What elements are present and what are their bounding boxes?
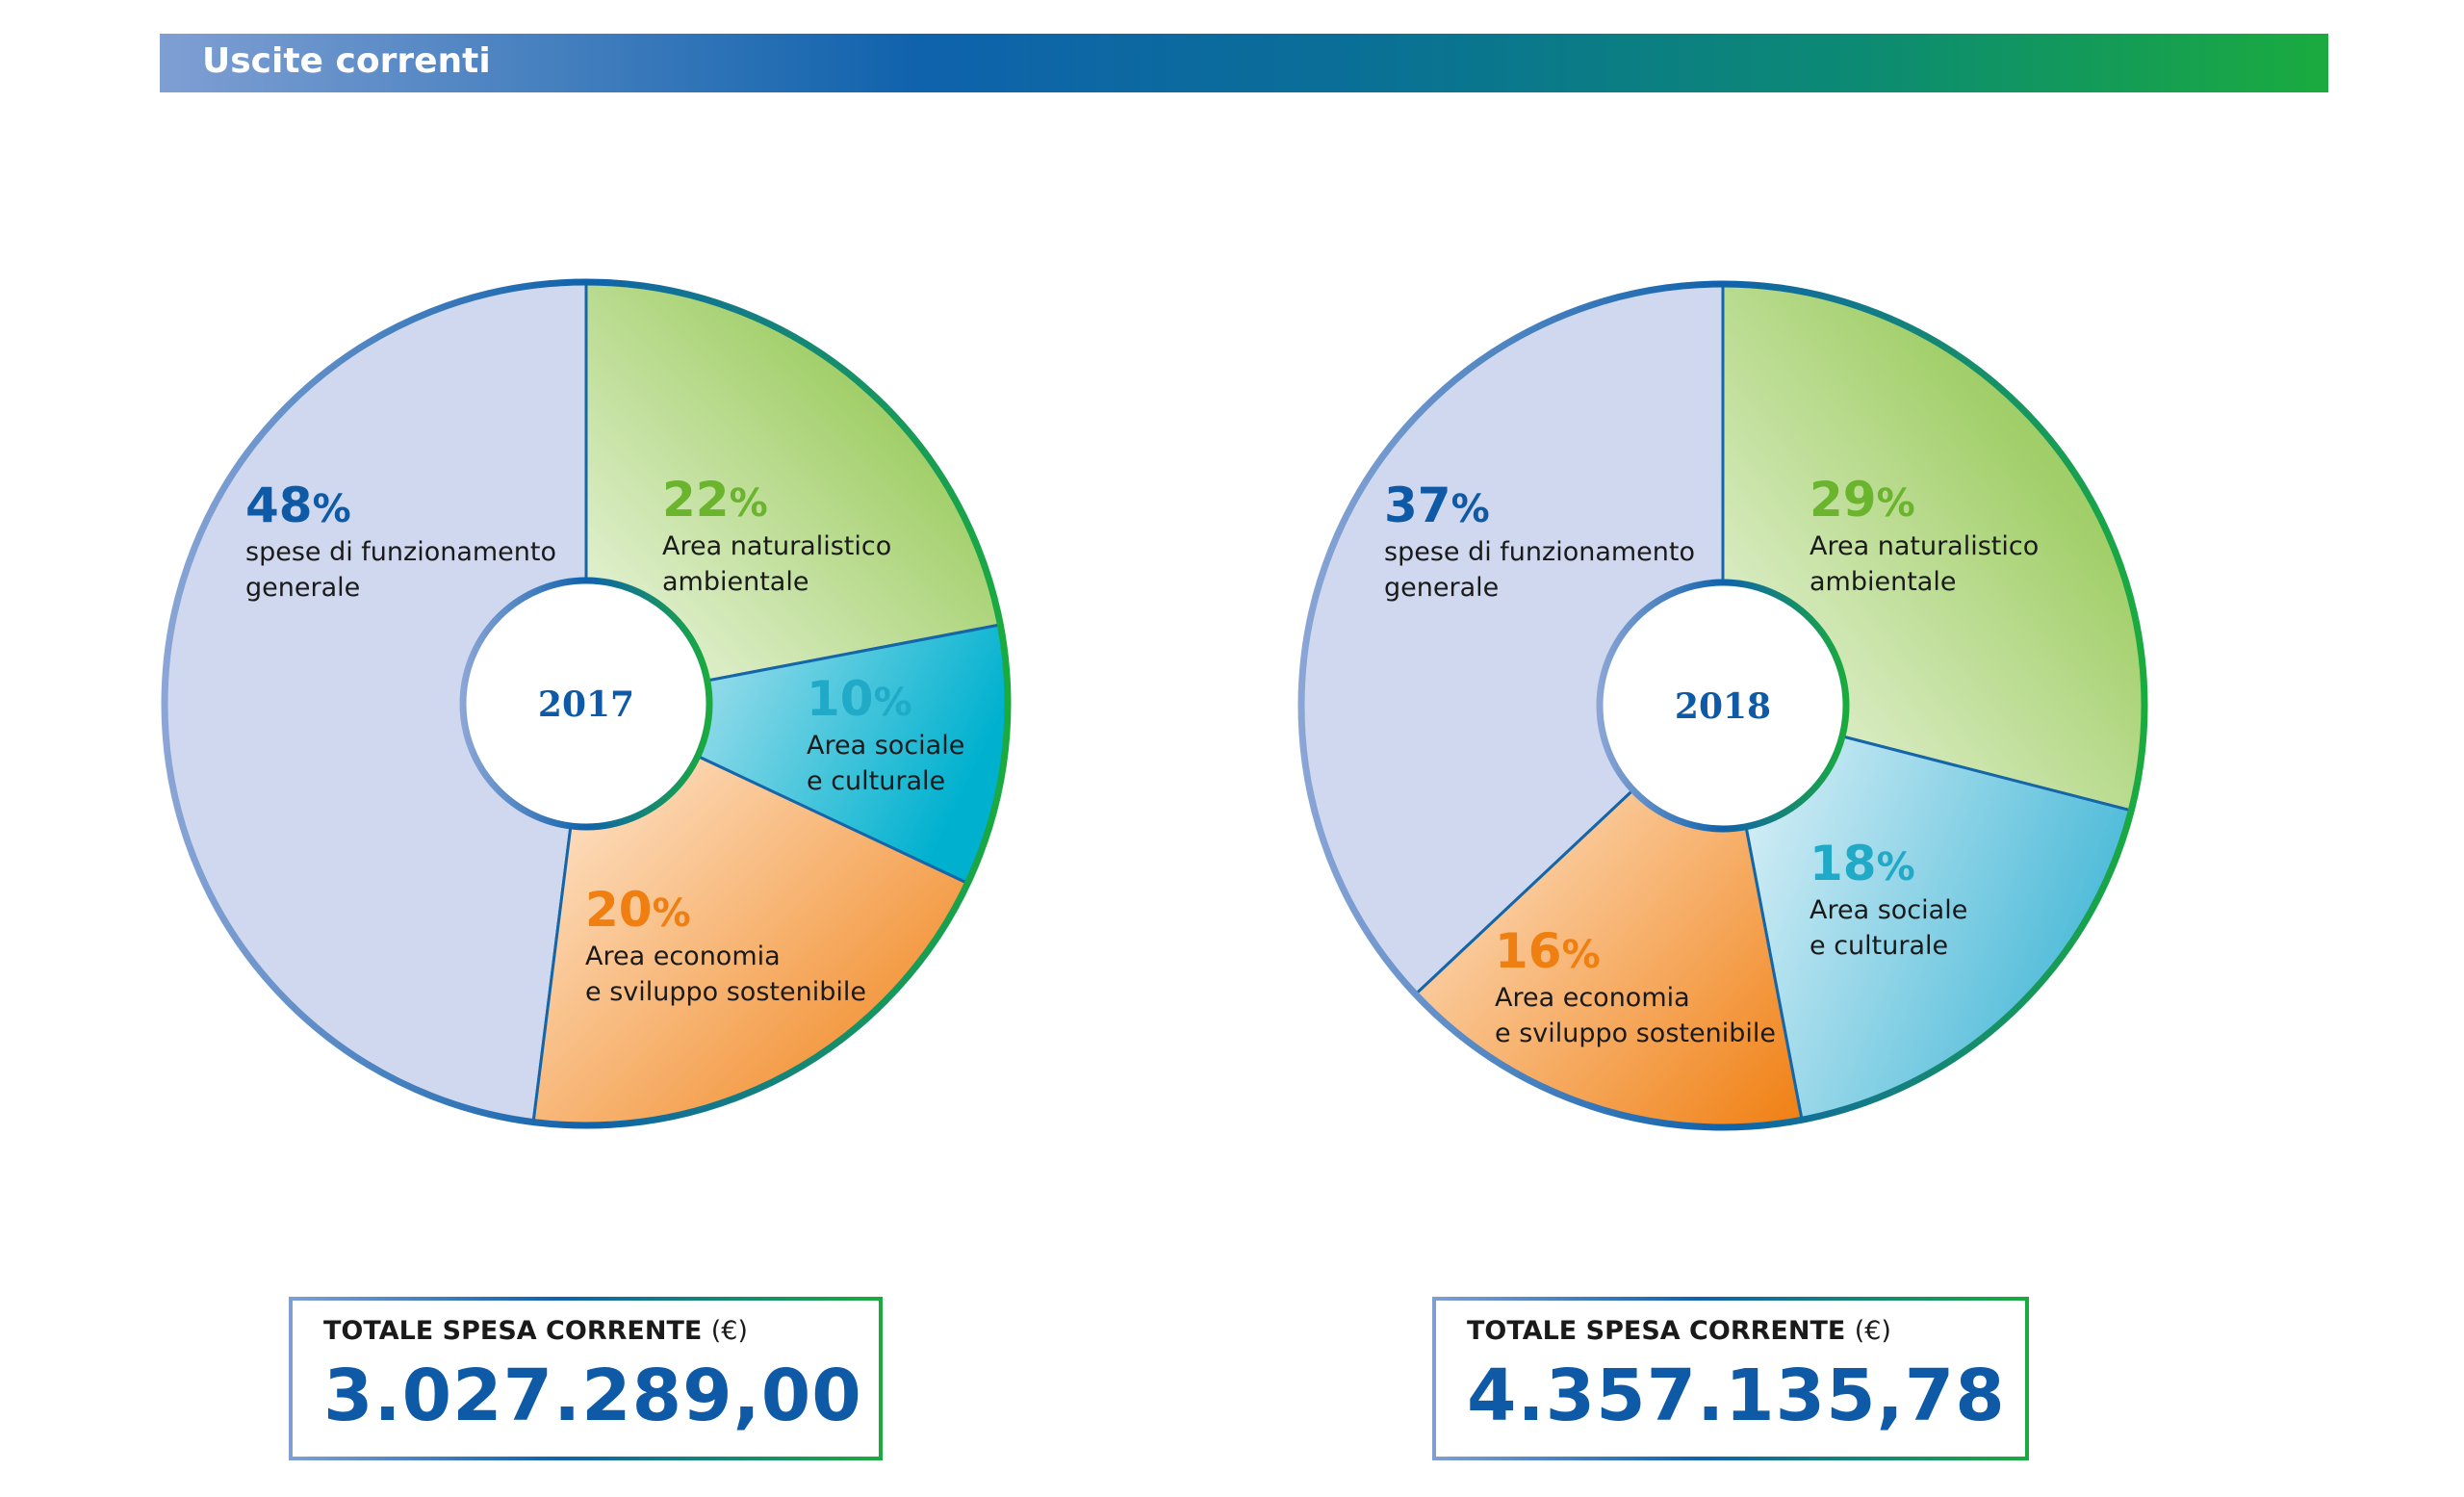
- slice-percent-label: 10%: [807, 671, 912, 727]
- total-box-2018: TOTALE SPESA CORRENTE (€) 4.357.135,78: [1432, 1297, 2029, 1460]
- slice-category-label: Area naturalistico: [1810, 531, 2039, 561]
- slice-percent-label: 20%: [585, 882, 691, 938]
- total-label: TOTALE SPESA CORRENTE (€): [323, 1316, 748, 1346]
- slice-percent-label: 22%: [662, 472, 768, 528]
- slice-category-label: Area naturalistico: [662, 531, 891, 561]
- slice-category-label: generale: [245, 573, 360, 603]
- header-title: Uscite correnti: [202, 41, 491, 81]
- slice-category-label: Area economia: [585, 942, 781, 971]
- slice-percent-label: 16%: [1495, 923, 1601, 979]
- total-label: TOTALE SPESA CORRENTE (€): [1467, 1316, 1891, 1346]
- pie-center-hole: [459, 577, 713, 831]
- slice-percent-label: 37%: [1384, 477, 1490, 533]
- slice-category-label: ambientale: [1810, 567, 1956, 597]
- slice-category-label: spese di funzionamento: [1384, 537, 1695, 567]
- pie-2017: 2017 48% spese di funzionamento generale 22%…: [161, 278, 1012, 1129]
- slice-category-label: ambientale: [662, 567, 808, 597]
- slice-category-label: spese di funzionamento: [245, 537, 556, 567]
- slice-category-label: Area sociale: [1810, 895, 1967, 925]
- pie-center-label: 2018: [1675, 686, 1771, 727]
- slice-category-label: generale: [1384, 573, 1499, 603]
- total-value: 3.027.289,00: [323, 1355, 862, 1437]
- pie-center-label: 2017: [538, 684, 634, 725]
- header-bar: Uscite correnti: [160, 34, 2328, 92]
- pie-center-hole: [1596, 579, 1850, 833]
- slice-category-label: e sviluppo sostenibile: [1495, 1019, 1776, 1048]
- slice-category-label: e culturale: [807, 766, 945, 796]
- slice-category-label: e sviluppo sostenibile: [585, 977, 866, 1007]
- total-value: 4.357.135,78: [1467, 1355, 2006, 1437]
- slice-category-label: e culturale: [1810, 931, 1948, 961]
- pie-outer-ring: [1297, 280, 2148, 1131]
- slice-category-label: Area sociale: [807, 731, 964, 761]
- slice-category-label: Area economia: [1495, 983, 1690, 1013]
- slice-percent-label: 18%: [1810, 836, 1915, 891]
- pie-outer-ring: [161, 278, 1012, 1129]
- slice-percent-label: 29%: [1810, 472, 1915, 528]
- total-box-2017: TOTALE SPESA CORRENTE (€) 3.027.289,00: [289, 1297, 883, 1460]
- pie-2018: 2018 37% spese di funzionamento generale 29%…: [1297, 280, 2148, 1131]
- slice-percent-label: 48%: [245, 477, 351, 533]
